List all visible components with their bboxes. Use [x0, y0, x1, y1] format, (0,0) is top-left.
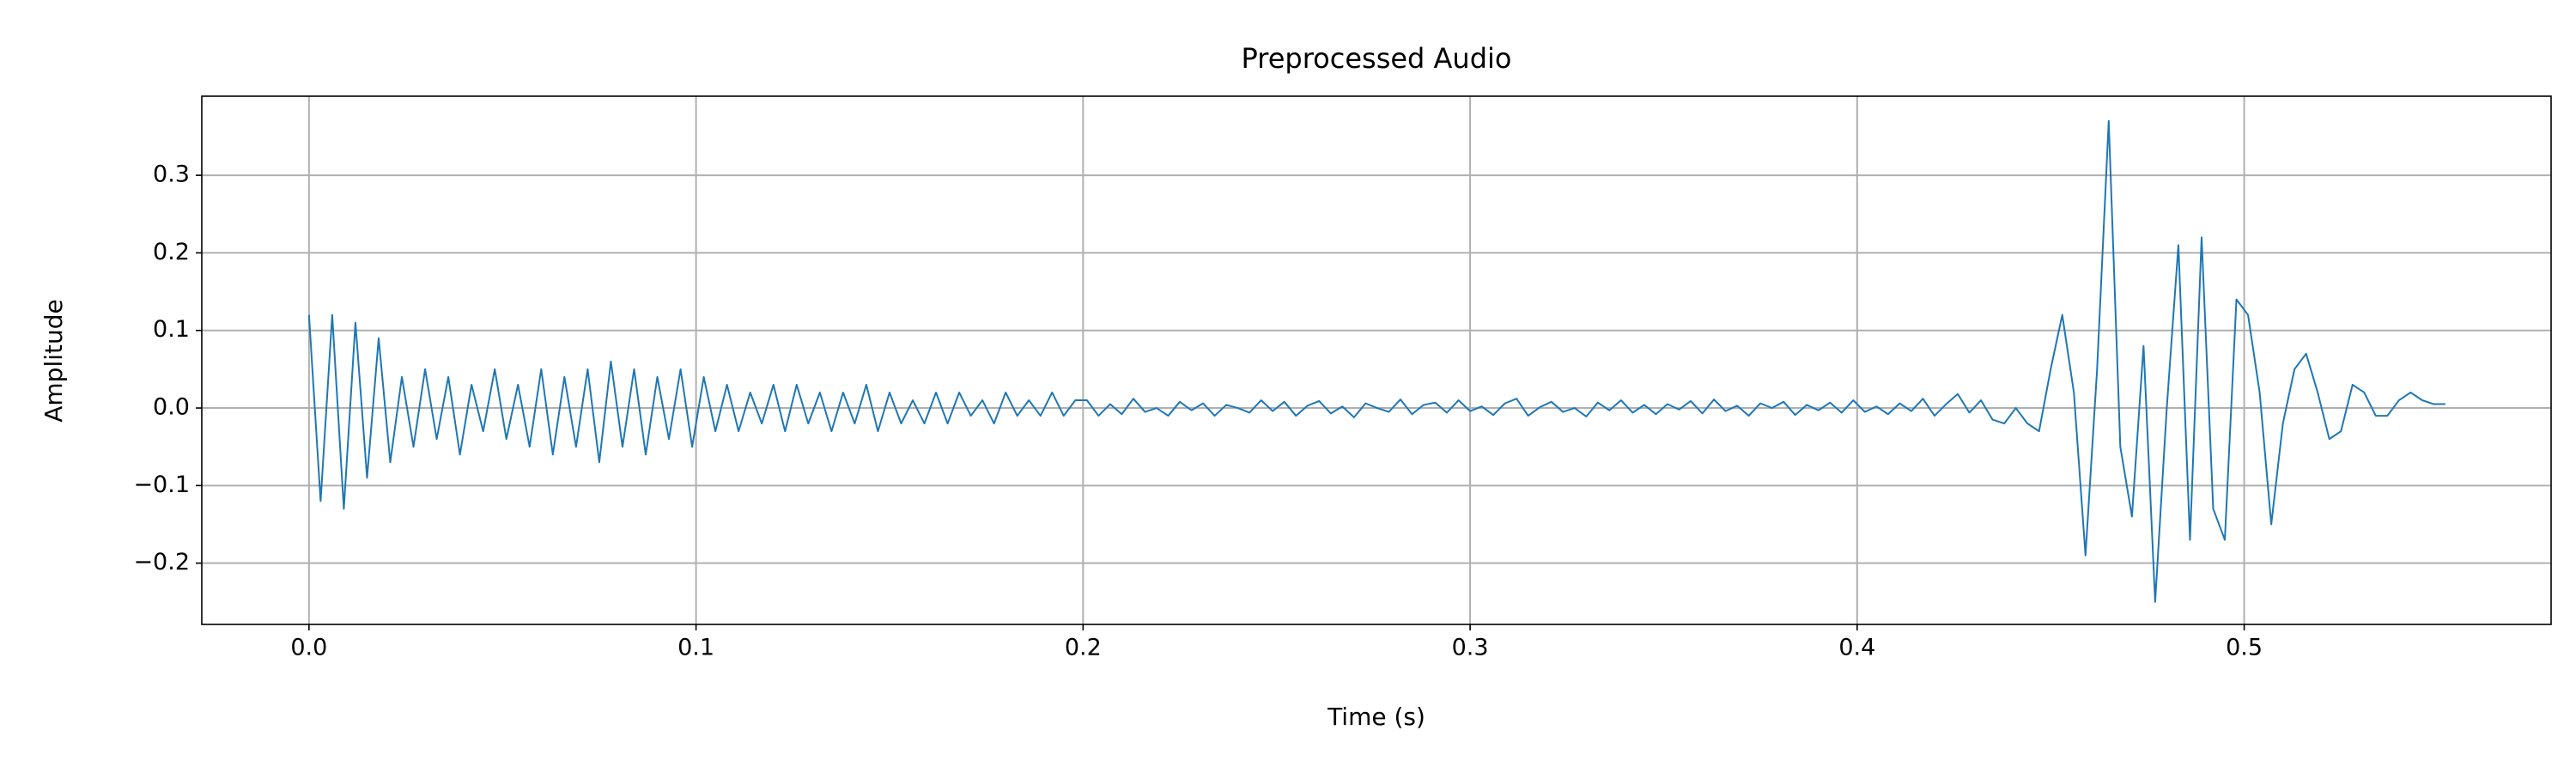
x-axis-label: Time (s): [1327, 703, 1425, 731]
y-tick-label: 0.3: [153, 161, 190, 188]
x-tick-label: 0.5: [2226, 635, 2263, 661]
x-tick-label: 0.3: [1452, 635, 1489, 661]
chart-title: Preprocessed Audio: [1242, 42, 1512, 75]
waveform-line: [307, 119, 2445, 603]
x-tick-label: 0.2: [1065, 635, 1102, 661]
y-tick-label: −0.2: [133, 549, 190, 575]
x-tick-label: 0.0: [290, 635, 327, 661]
y-tick-label: 0.0: [153, 394, 190, 421]
x-tick-label: 0.1: [677, 635, 714, 661]
y-tick-label: 0.2: [153, 239, 190, 265]
y-tick-label: −0.1: [133, 472, 190, 498]
plot-frame: [201, 95, 2552, 625]
y-axis-label: Amplitude: [39, 299, 68, 423]
y-tick-label: 0.1: [153, 316, 190, 343]
x-tick-label: 0.4: [1838, 635, 1875, 661]
